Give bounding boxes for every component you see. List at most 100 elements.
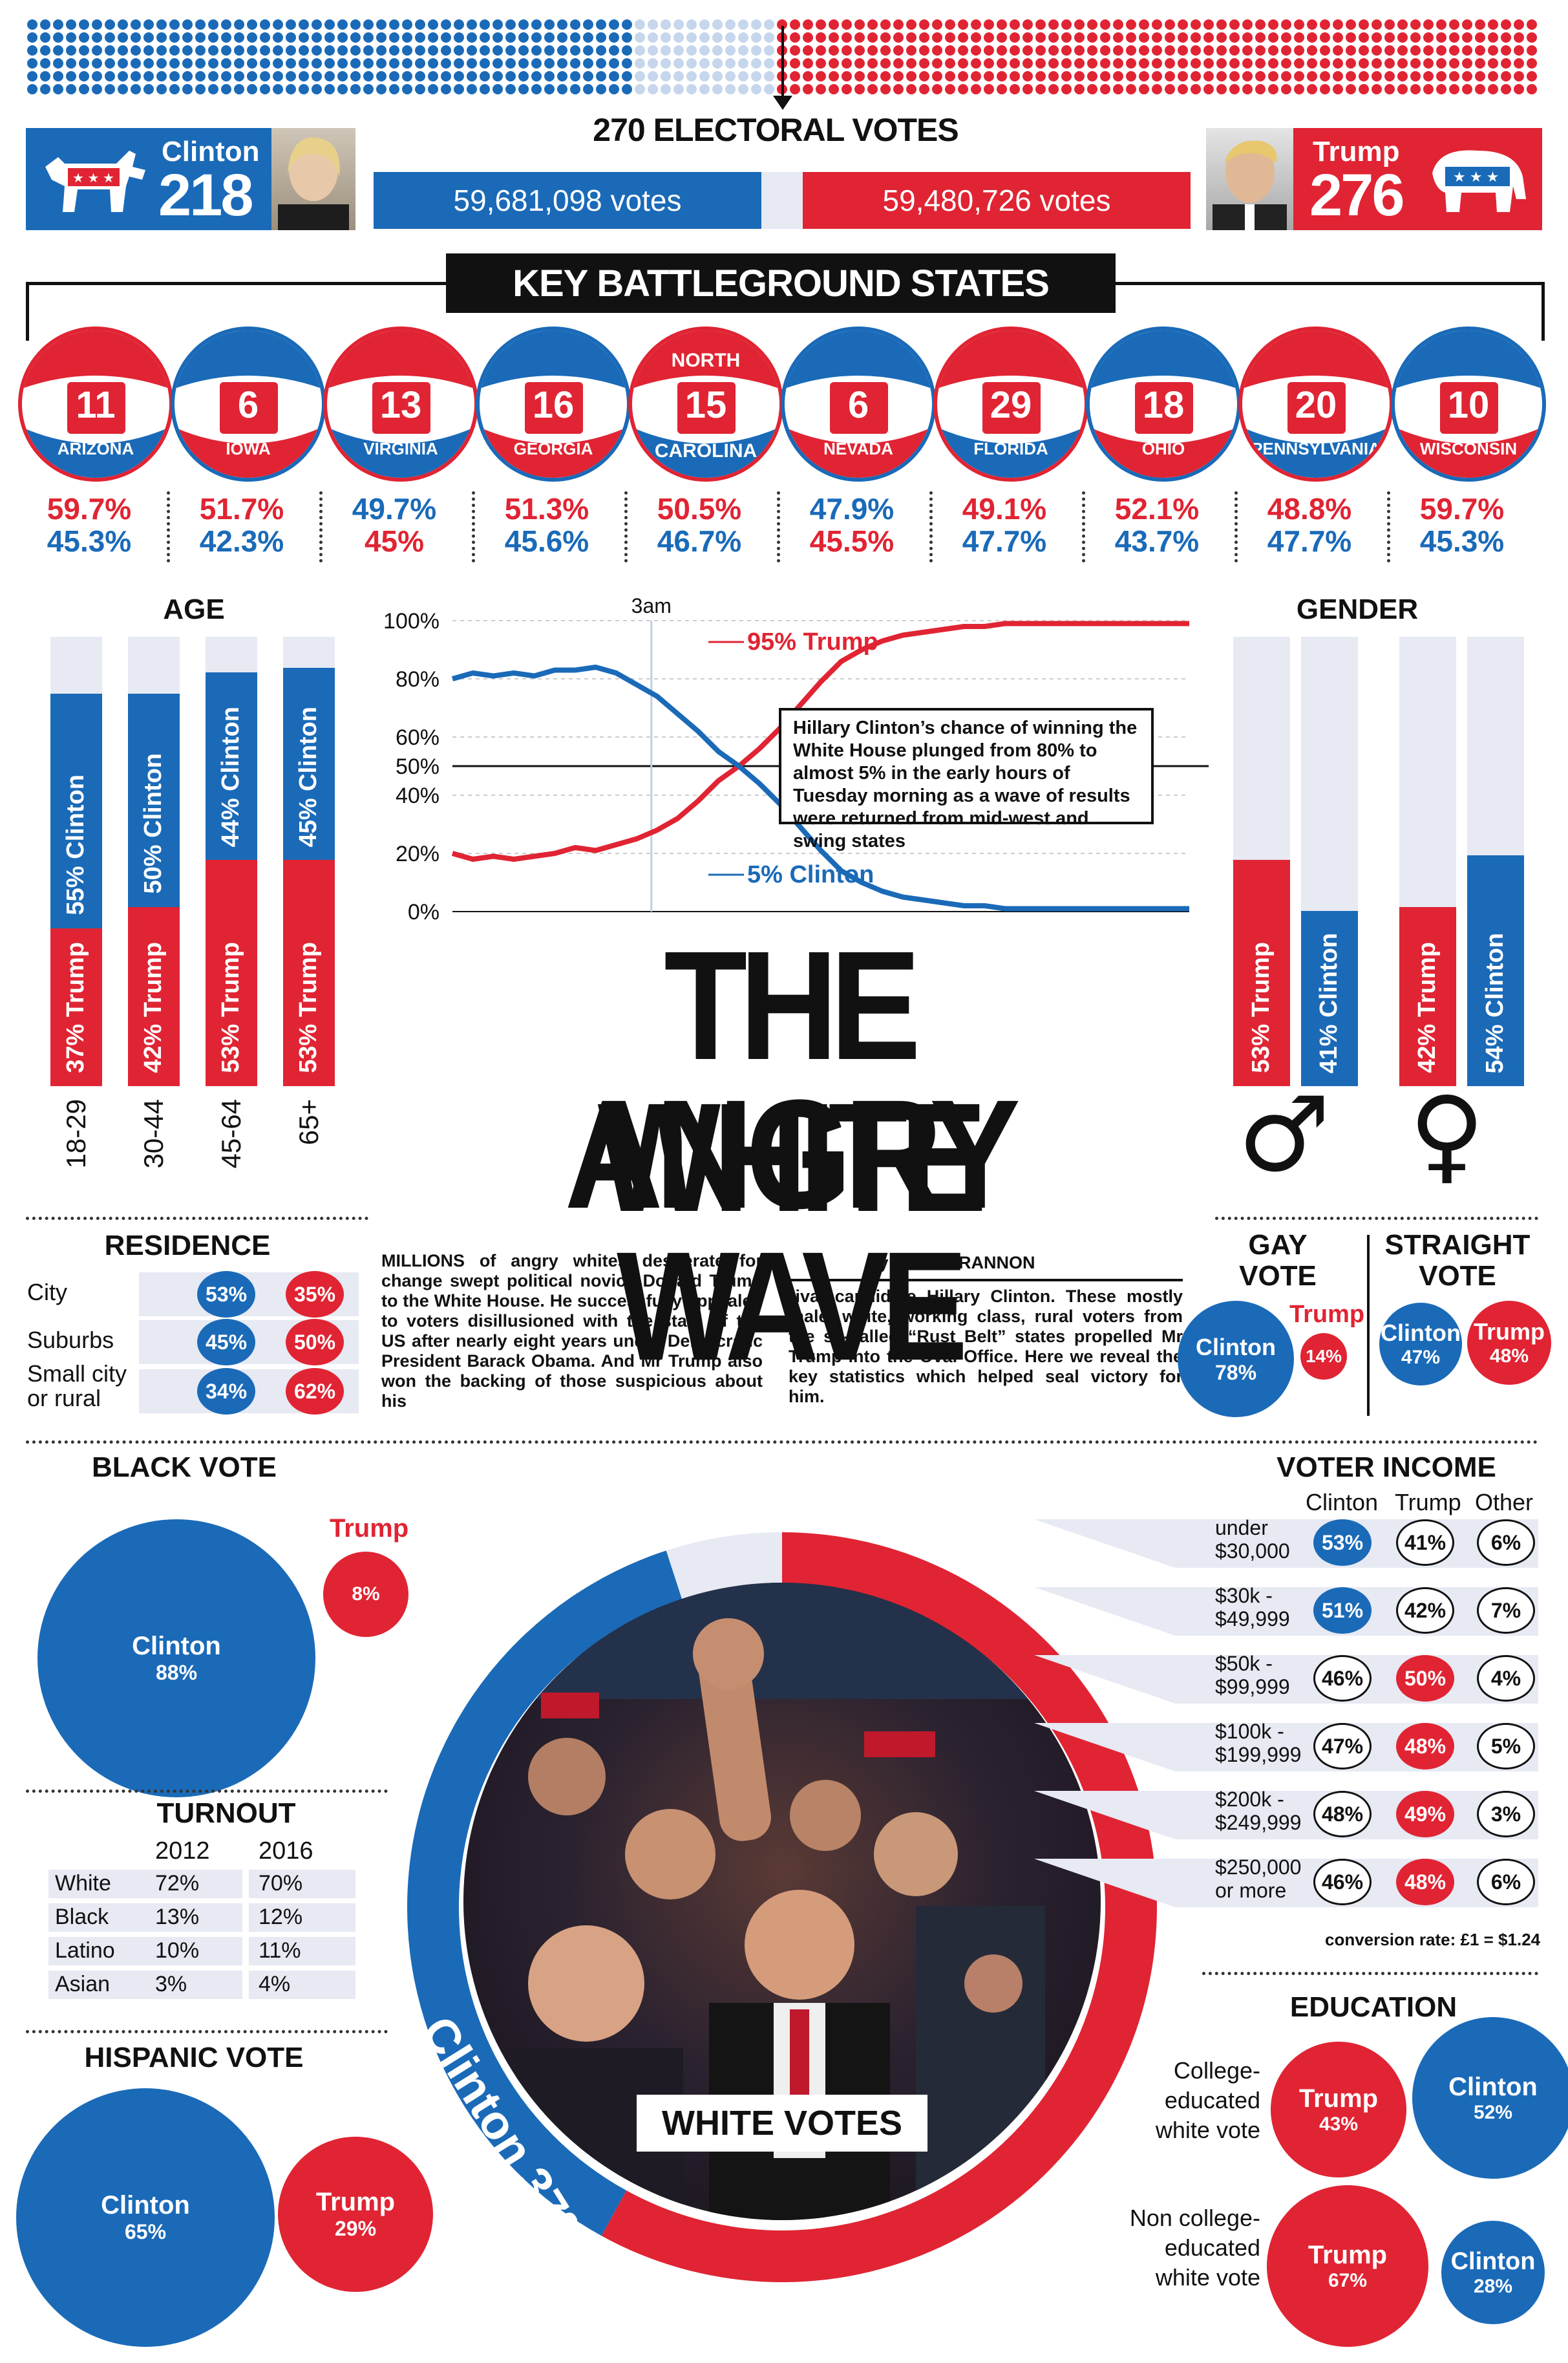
electoral-dot xyxy=(1294,71,1304,81)
electoral-dot xyxy=(1061,45,1072,56)
state-name: IOWA xyxy=(226,439,271,458)
electoral-dot xyxy=(544,19,555,30)
electoral-dot xyxy=(1061,58,1072,69)
electoral-dot xyxy=(1229,84,1240,94)
article-col1: MILLIONS of angry whites desperate for c… xyxy=(381,1251,763,1411)
electoral-dot xyxy=(402,71,412,81)
electoral-dot xyxy=(790,19,800,30)
electoral-dot xyxy=(182,84,193,94)
electoral-dot xyxy=(428,19,438,30)
electoral-dot xyxy=(428,58,438,69)
state-name-bottom: CAROLINA xyxy=(654,440,758,462)
electoral-dot xyxy=(79,45,89,56)
electoral-dot xyxy=(195,84,206,94)
electoral-dot xyxy=(376,84,387,94)
electoral-dot xyxy=(1320,19,1330,30)
electoral-dot xyxy=(208,71,218,81)
electoral-dot xyxy=(480,71,490,81)
electoral-dot xyxy=(1255,19,1266,30)
electoral-dot xyxy=(363,58,374,69)
electoral-dot xyxy=(880,32,891,43)
electoral-dot xyxy=(337,84,348,94)
electoral-dot xyxy=(415,45,425,56)
electoral-dot xyxy=(1191,58,1201,69)
electoral-dot xyxy=(1074,19,1085,30)
electoral-dot xyxy=(1281,19,1291,30)
electoral-dot xyxy=(932,32,942,43)
electoral-dot xyxy=(1501,58,1511,69)
electoral-dot xyxy=(1048,45,1059,56)
electoral-dot xyxy=(635,71,645,81)
electoral-dot xyxy=(428,32,438,43)
electoral-dot xyxy=(1178,19,1188,30)
electoral-dot xyxy=(208,19,218,30)
electoral-dot xyxy=(1410,45,1421,56)
electoral-dot xyxy=(247,45,257,56)
electoral-dot xyxy=(1113,58,1123,69)
electoral-dot xyxy=(1087,32,1097,43)
electoral-dot xyxy=(389,45,399,56)
electoral-dot xyxy=(1268,45,1278,56)
electoral-dot xyxy=(312,45,322,56)
electoral-dot xyxy=(1191,32,1201,43)
electoral-dot xyxy=(609,45,619,56)
gay-trump-circle: 14% xyxy=(1300,1333,1347,1380)
electoral-dot xyxy=(1152,84,1162,94)
electoral-dot xyxy=(441,84,451,94)
electoral-dot xyxy=(66,84,76,94)
hispanic-clinton-value: 65% xyxy=(124,2220,167,2243)
electoral-dot xyxy=(635,58,645,69)
electoral-dot xyxy=(1410,19,1421,30)
electoral-dot xyxy=(27,71,37,81)
electoral-dot xyxy=(1203,32,1214,43)
state-name: FLORIDA xyxy=(973,439,1048,458)
electoral-dot xyxy=(131,32,141,43)
electoral-dot xyxy=(829,71,839,81)
electoral-dot xyxy=(1229,19,1240,30)
electoral-dot xyxy=(1126,84,1136,94)
electoral-dot xyxy=(441,58,451,69)
battleground-title-box: KEY BATTLEGROUND STATES xyxy=(446,253,1116,313)
electoral-dot xyxy=(273,19,283,30)
residence-clinton-pill: 34% xyxy=(197,1368,255,1415)
income-clinton-pill: 46% xyxy=(1313,1859,1372,1905)
electoral-dot xyxy=(751,71,761,81)
state-pct-top: 59.7% xyxy=(1419,492,1505,526)
electoral-dot xyxy=(221,71,231,81)
residence-clinton-pill: 45% xyxy=(197,1319,255,1365)
age-bar-trump: 42% Trump xyxy=(128,906,180,1086)
income-clinton-pill: 53% xyxy=(1313,1519,1372,1566)
electoral-dot xyxy=(286,32,296,43)
electoral-dot xyxy=(777,19,787,30)
electoral-dot xyxy=(854,84,865,94)
turnout-label: Black xyxy=(55,1905,109,1929)
electoral-dot xyxy=(234,58,244,69)
straight-title-line1: STRAIGHT xyxy=(1384,1229,1531,1261)
battleground-title: KEY BATTLEGROUND STATES xyxy=(513,262,1050,305)
electoral-dot xyxy=(919,84,929,94)
age-trump-label: 37% Trump xyxy=(62,942,89,1073)
electoral-dot xyxy=(1100,58,1110,69)
electoral-dot xyxy=(1462,45,1472,56)
electoral-dot xyxy=(544,71,555,81)
electoral-dot xyxy=(415,84,425,94)
electoral-dot xyxy=(156,45,167,56)
residence-title: RESIDENCE xyxy=(104,1230,271,1261)
electoral-dot xyxy=(1281,32,1291,43)
electoral-dot xyxy=(842,19,852,30)
clinton-popular-votes: 59,681,098 votes xyxy=(374,172,761,229)
college-label: College- educated white vote xyxy=(1131,2056,1260,2145)
hispanic-title: HISPANIC VOTE xyxy=(84,2042,304,2073)
electoral-dot xyxy=(906,45,916,56)
turnout-year-2012: 2012 xyxy=(155,1837,210,1865)
electoral-dot xyxy=(867,84,878,94)
turnout-row-bg xyxy=(48,1870,242,1898)
electoral-dot xyxy=(1488,71,1498,81)
state-name: NEVADA xyxy=(823,439,893,458)
electoral-dot xyxy=(906,19,916,30)
electoral-dot xyxy=(1022,45,1033,56)
electoral-dot xyxy=(1191,45,1201,56)
age-trump-label: 53% Trump xyxy=(217,942,244,1073)
electoral-dot xyxy=(454,32,464,43)
electoral-dot xyxy=(1203,71,1214,81)
